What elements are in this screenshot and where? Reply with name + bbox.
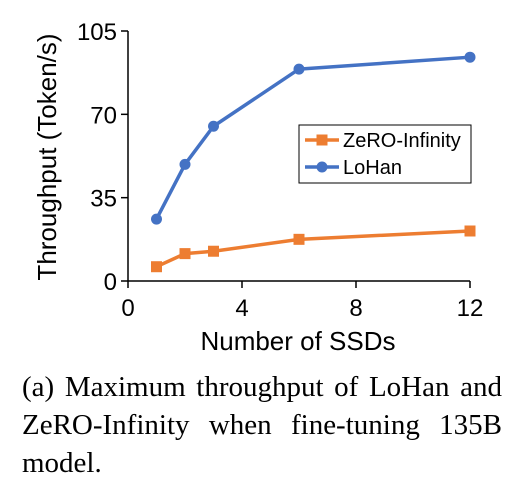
legend-entry-lohan: LoHan <box>305 157 402 179</box>
x-tick-label: 12 <box>457 295 484 322</box>
x-tick-label: 4 <box>235 295 248 322</box>
data-point-zero-infinity <box>464 225 476 237</box>
series-line-zero-infinity <box>155 229 471 269</box>
axes: 0 35 70 105 0 4 8 12 <box>77 19 483 322</box>
y-tick-label: 105 <box>77 19 117 46</box>
series-zero-infinity <box>151 225 476 273</box>
figure-caption: (a) Maximum throughput of LoHan and ZeRO… <box>22 371 502 479</box>
data-point-lohan <box>464 51 476 63</box>
x-axis-label: Number of SSDs <box>200 326 395 356</box>
x-tick-label: 0 <box>121 295 134 322</box>
series-lohan <box>151 51 476 225</box>
legend-label: LoHan <box>343 157 402 179</box>
data-point-lohan <box>179 158 191 170</box>
data-point-zero-infinity <box>208 245 219 257</box>
data-point-lohan <box>208 120 219 132</box>
data-point-zero-infinity <box>293 233 305 245</box>
legend-box <box>298 124 472 184</box>
throughput-chart: 0 35 70 105 0 4 8 12 ZeRO-Infinity LoHan Number … <box>32 19 483 356</box>
data-point-zero-infinity <box>179 248 191 260</box>
legend-entry-zero-infinity: ZeRO-Infinity <box>305 130 461 152</box>
legend: ZeRO-Infinity LoHan <box>298 124 472 184</box>
y-tick-label: 70 <box>90 102 117 129</box>
y-tick-label: 0 <box>104 269 117 296</box>
data-point-lohan <box>293 63 305 75</box>
y-tick-label: 35 <box>90 186 117 213</box>
legend-marker <box>316 134 328 146</box>
y-axis-label: Throughput (Token/s) <box>32 33 62 280</box>
legend-marker <box>316 161 328 173</box>
legend-label: ZeRO-Infinity <box>343 130 461 152</box>
series-layer <box>151 51 476 273</box>
data-point-lohan <box>151 213 162 225</box>
x-tick-label: 8 <box>349 295 362 322</box>
data-point-zero-infinity <box>151 261 162 273</box>
